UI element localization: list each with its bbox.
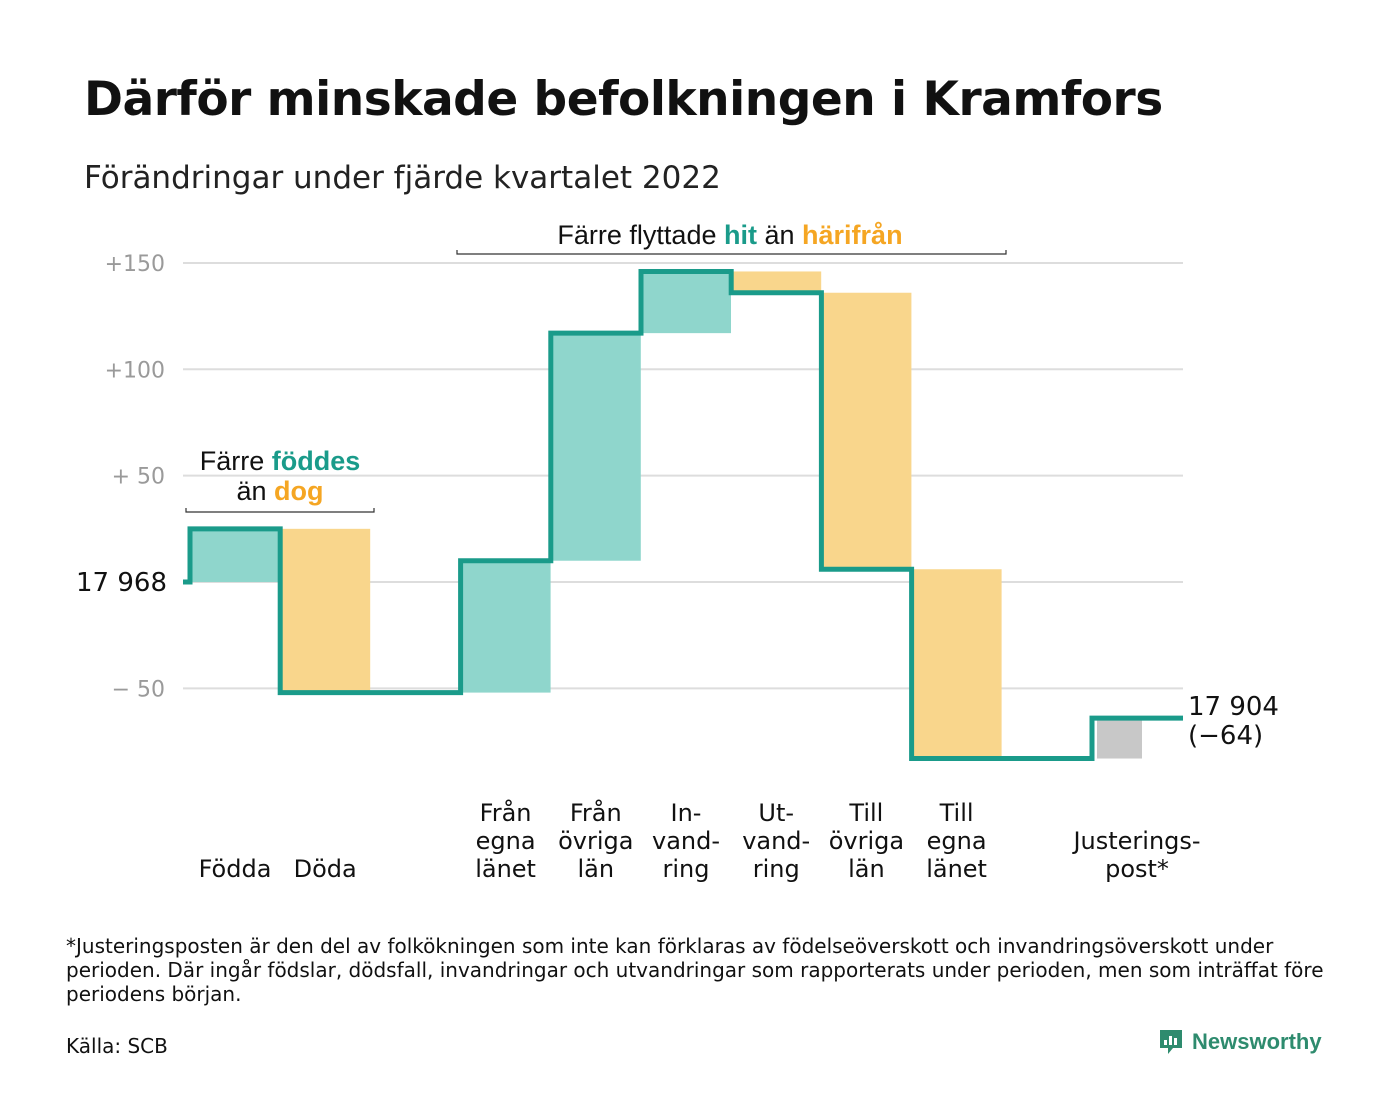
- category-label: övriga: [829, 827, 904, 855]
- chart-bubble-icon: [1160, 1030, 1182, 1054]
- category-label: län: [578, 855, 615, 883]
- category-label: Från: [570, 798, 622, 827]
- bar-från-övriga-län: [550, 333, 641, 561]
- y-tick-label: +100: [105, 358, 165, 383]
- start-value-label: 17 968: [76, 568, 167, 598]
- chart-subtitle: Förändringar under fjärde kvartalet 2022: [84, 160, 721, 196]
- category-label: post*: [1105, 855, 1169, 883]
- category-label: Från: [480, 798, 532, 827]
- cumulative-step-line: [183, 268, 1183, 762]
- bar-justerings-post-: [1097, 718, 1142, 759]
- category-label: Födda: [199, 855, 272, 883]
- category-label: län: [848, 855, 885, 883]
- end-value-label: 17 904: [1188, 692, 1279, 722]
- bar-födda: [190, 528, 280, 582]
- annotation-births-line1: Färre föddes: [200, 446, 361, 476]
- category-label: Ut-: [758, 799, 794, 827]
- category-label: Justerings-: [1071, 827, 1200, 855]
- category-label: Döda: [294, 855, 357, 883]
- category-label: Till: [848, 799, 883, 827]
- category-label: Till: [939, 799, 974, 827]
- brand-logo: Newsworthy: [1158, 1028, 1322, 1056]
- annotation-bracket-births: [185, 508, 375, 513]
- category-label: egna: [927, 827, 987, 855]
- category-label: egna: [476, 827, 536, 855]
- bar-till-övriga-län: [821, 292, 912, 570]
- bar-från-egna-länet: [460, 560, 551, 693]
- y-tick-label: − 50: [112, 677, 165, 702]
- brand-name: Newsworthy: [1192, 1029, 1322, 1054]
- bar-till-egna-länet: [911, 569, 1002, 759]
- bar-ut-vand-ring: [731, 271, 822, 293]
- y-tick-label: +150: [105, 252, 165, 277]
- category-label: länet: [926, 855, 987, 883]
- category-label: ring: [753, 855, 800, 883]
- category-label: vand-: [652, 827, 720, 855]
- end-change-label: (−64): [1188, 721, 1263, 751]
- bar-döda: [280, 528, 371, 693]
- chart-title: Därför minskade befolkningen i Kramfors: [84, 72, 1163, 127]
- category-label: vand-: [742, 827, 810, 855]
- y-tick-label: + 50: [112, 465, 165, 490]
- footnote: *Justeringsposten är den del av folkökni…: [66, 934, 1324, 1006]
- category-label: övriga: [558, 827, 633, 855]
- annotation-bracket-migration: [456, 250, 1007, 255]
- annotation-migration: Färre flyttade hit än härifrån: [557, 220, 902, 250]
- category-label: ring: [663, 855, 710, 883]
- bar-in-vand-ring: [641, 271, 731, 334]
- category-label: länet: [475, 855, 536, 883]
- category-label: In-: [671, 799, 702, 827]
- annotation-births-line2: än dog: [236, 476, 323, 506]
- source-note: Källa: SCB: [66, 1034, 168, 1058]
